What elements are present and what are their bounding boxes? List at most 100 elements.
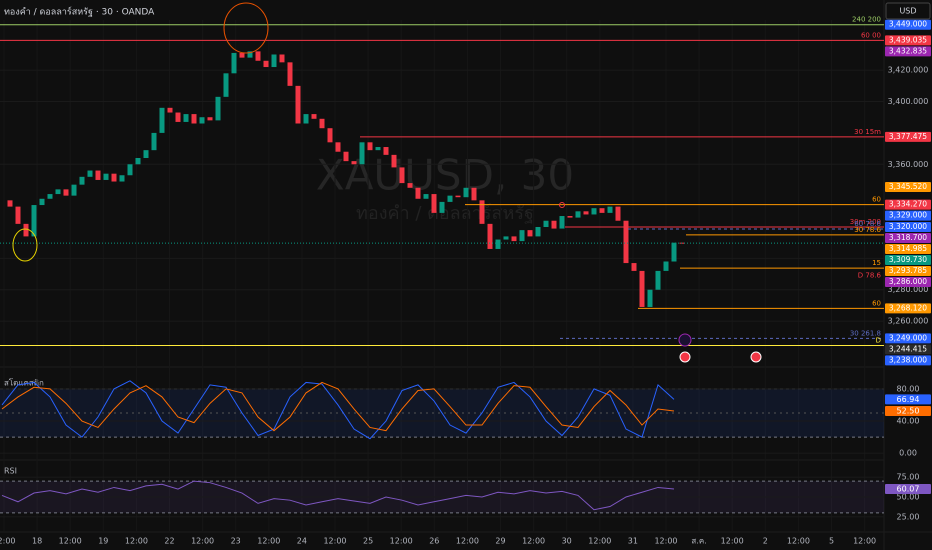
level-label: 60	[872, 196, 881, 204]
x-tick-label: 19	[98, 537, 108, 546]
level-label: 240 200	[852, 16, 881, 24]
level-label: 15	[872, 259, 881, 267]
candle-body	[351, 161, 357, 165]
candle-body	[623, 220, 629, 264]
price-box	[885, 19, 931, 30]
candle-body	[143, 150, 149, 158]
candle-body	[615, 206, 621, 221]
candle-body	[583, 211, 589, 215]
symbol-header: ทองคำ / ดอลลาร์สหรัฐ · 30 · OANDA	[4, 6, 155, 18]
candle-body	[607, 206, 613, 213]
candle-body	[527, 230, 533, 237]
level-label: 30 15m	[854, 128, 881, 136]
price-box-label: 3,320.000	[889, 222, 927, 231]
candle-body	[55, 189, 61, 195]
candle-body	[255, 51, 261, 61]
candle-body	[159, 107, 165, 133]
candle-body	[303, 114, 309, 124]
annotation-circle	[12, 228, 38, 262]
x-tick-label: 12:00	[59, 537, 82, 546]
candle-body	[399, 167, 405, 184]
price-box-label: 3,293.785	[889, 266, 927, 275]
level-label: 30m 200	[850, 218, 881, 226]
candle-body	[343, 151, 349, 162]
y-tick-label: 3,400.000	[888, 97, 929, 106]
x-tick-label: 5	[829, 537, 834, 546]
event-icon[interactable]	[678, 333, 692, 347]
candle-body	[407, 183, 413, 188]
price-box	[885, 333, 931, 344]
candle-body	[23, 223, 29, 237]
price-box-label: 3,314.985	[889, 244, 927, 253]
price-box-label: 3,329.000	[889, 211, 927, 220]
candle-body	[79, 176, 85, 185]
y-tick-label: 75.00	[897, 473, 920, 482]
price-box	[885, 277, 931, 287]
event-icon[interactable]	[679, 351, 691, 363]
candle-body	[239, 52, 245, 58]
level-label: D	[876, 337, 881, 345]
candle-body	[495, 239, 501, 249]
candle-body	[247, 51, 253, 58]
currency[interactable]: USD	[899, 7, 916, 16]
candle-body	[551, 220, 557, 229]
candle-body	[127, 164, 133, 176]
candle-body	[383, 147, 389, 155]
x-tick-label: 12:00	[654, 537, 677, 546]
price-box	[885, 344, 931, 355]
price-box-label: 3,268.120	[889, 303, 927, 312]
watermark-subtitle: ทองคำ / ดอลลาร์สหรัฐ	[356, 203, 534, 224]
value-box-label: 60.07	[897, 484, 920, 493]
candle-body	[207, 117, 213, 121]
value-box-label: 66.94	[897, 395, 920, 404]
x-tick-label: 29	[495, 537, 505, 546]
price-box-label: 3,286.000	[889, 277, 927, 286]
price-box-label: 3,334.270	[889, 200, 927, 209]
y-tick-label: 40.00	[897, 417, 920, 426]
x-tick-label: 12:00	[125, 537, 148, 546]
candle-body	[631, 263, 637, 271]
x-tick-label: 12:00	[0, 537, 16, 546]
candle-body	[655, 270, 661, 290]
watermark-title: XAUUSD, 30	[316, 151, 574, 200]
series-line	[1, 381, 675, 432]
level-label: 60 00	[861, 31, 881, 39]
candle-body	[39, 198, 45, 206]
candle-body	[135, 158, 141, 165]
candle-body	[671, 242, 677, 262]
candle-body	[183, 114, 189, 122]
candle-body	[391, 154, 397, 168]
candle-body	[463, 187, 469, 198]
level-label: D 78.6	[858, 271, 882, 279]
price-box-label: 3,345.520	[889, 182, 927, 191]
candle-body	[367, 142, 373, 151]
price-box	[885, 222, 931, 232]
price-box-label: 3,439.035	[889, 35, 927, 44]
candle-body	[95, 170, 101, 180]
candle-body	[111, 173, 117, 182]
candle-body	[503, 236, 509, 240]
level-label: 60	[872, 299, 881, 307]
price-box	[885, 35, 931, 46]
candle-body	[471, 187, 477, 201]
candle-body	[71, 184, 77, 196]
price-box-label: 3,249.000	[889, 333, 927, 342]
candle-body	[559, 216, 565, 229]
value-box	[885, 405, 931, 416]
price-box	[885, 266, 931, 276]
candle-body	[215, 96, 221, 121]
candle-body	[415, 187, 421, 199]
candle-body	[7, 200, 13, 207]
candle-body	[599, 208, 605, 213]
price-box-label: 3,309.730	[889, 255, 927, 264]
candle-body	[663, 261, 669, 271]
x-tick-label: 22	[164, 537, 174, 546]
candle-body	[359, 142, 365, 165]
currency-box[interactable]	[885, 2, 931, 20]
candle-body	[519, 230, 525, 242]
x-tick-label: 12:00	[588, 537, 611, 546]
event-icon[interactable]	[750, 351, 762, 363]
value-box	[885, 394, 931, 405]
candle-body	[335, 142, 341, 152]
